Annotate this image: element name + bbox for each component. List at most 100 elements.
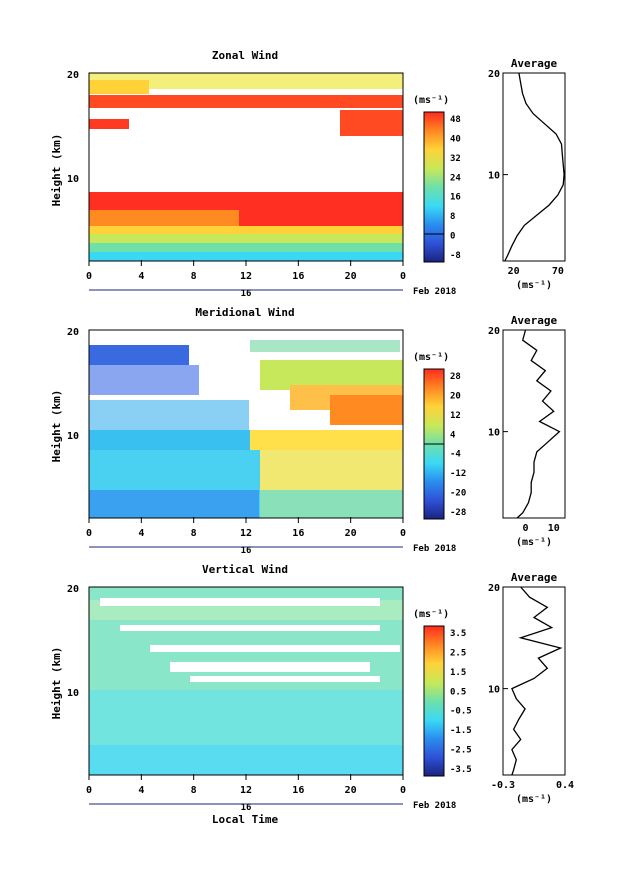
zonal-panel: Zonal Wind Height (km) 20 10 0 4 8 12 16 20 0 …: [50, 49, 566, 299]
xtick-label: 4: [138, 785, 144, 796]
meridional-plot-area: [88, 329, 404, 519]
colorbar-tick-label: 24: [450, 173, 461, 183]
meridional-colorbar: (ms⁻¹) 28 20 12 4 -4 -12 -20 -28: [413, 352, 466, 520]
meridional-panel: Meridional Wind Height (km) 20 10 0 4 8 12 1…: [50, 306, 566, 556]
meridional-title: Meridional Wind: [195, 306, 294, 319]
zonal-colorbar: (ms⁻¹) 48 40 32 24 16 8 0 -8: [413, 95, 461, 263]
colorbar-tick-label: 28: [450, 372, 461, 382]
zonal-ylabel: Height (km): [50, 134, 63, 207]
profile-ytick-label: 20: [488, 69, 500, 80]
zonal-ytick-20: 20: [67, 70, 79, 81]
profile-xtick-label: 20: [508, 266, 520, 277]
colorbar-tick-label: 20: [450, 391, 461, 401]
vertical-ytick-20: 20: [67, 584, 79, 595]
vertical-title: Vertical Wind: [202, 563, 288, 576]
zonal-date-label: Feb 2018: [413, 287, 456, 297]
colorbar-tick-label: 3.5: [450, 629, 466, 639]
colorbar-tick-label: -20: [450, 489, 466, 499]
profile-frame: [502, 329, 566, 519]
colorbar-tick-label: 1.5: [450, 668, 466, 678]
meridional-xticks: 0 4 8 12 16 20 0: [86, 517, 406, 539]
profile-xtick-label: -0.3: [491, 780, 515, 791]
profile-xtick-label: 10: [548, 523, 560, 534]
xtick-label: 0: [86, 528, 92, 539]
colorbar-tick-label: 40: [450, 134, 461, 144]
vertical-date-label: Feb 2018: [413, 801, 456, 811]
vertical-colorbar: (ms⁻¹) 3.5 2.5 1.5 0.5 -0.5 -1.5 -2.5 -3.5: [413, 609, 472, 777]
xtick-label: 0: [400, 271, 406, 282]
xtick-label: 8: [191, 785, 197, 796]
vertical-ytick-10: 10: [67, 688, 79, 699]
colorbar-tick-label: -4: [450, 450, 461, 460]
zonal-xticks: 0 4 8 12 16 20 0: [86, 260, 406, 282]
profile-title: Average: [511, 314, 558, 327]
meridional-date-label: Feb 2018: [413, 544, 456, 554]
zonal-average-profile: Average 10 20 20 70(ms⁻¹): [488, 57, 566, 291]
vertical-average-profile: Average 10 20 -0.3 0.4 (ms⁻¹): [488, 571, 574, 805]
bottom-xlabel: Local Time: [212, 813, 279, 826]
xtick-label: 16: [292, 528, 304, 539]
vertical-panel: Vertical Wind Height (km) 20 10 0 4 8 12 16 2…: [50, 563, 574, 826]
profile-xtick-label: 0.4: [556, 780, 574, 791]
meridional-date-axis: 16 Feb 2018: [89, 544, 456, 556]
meridional-average-profile: Average 10 20 0 10 (ms⁻¹): [488, 314, 566, 548]
profile-xlabel: (ms⁻¹): [516, 537, 552, 548]
xtick-label: 0: [86, 785, 92, 796]
meridional-day-label: 16: [241, 546, 252, 556]
profile-xtick-label: 70: [552, 266, 564, 277]
profile-ytick-label: 10: [488, 685, 500, 696]
colorbar-tick-label: 4: [450, 430, 456, 440]
profile-title: Average: [511, 57, 558, 70]
zonal-unit: (ms⁻¹): [413, 95, 449, 106]
xtick-label: 20: [345, 271, 357, 282]
xtick-label: 12: [240, 785, 252, 796]
meridional-ytick-20: 20: [67, 327, 79, 338]
colorbar-tick-label: 12: [450, 411, 461, 421]
profile-ytick-label: 20: [488, 583, 500, 594]
vertical-ylabel: Height (km): [50, 647, 63, 720]
meridional-ytick-10: 10: [67, 431, 79, 442]
vertical-plot-area: [88, 586, 404, 776]
colorbar-tick-label: -28: [450, 508, 466, 518]
colorbar-tick-label: 48: [450, 115, 461, 125]
xtick-label: 16: [292, 271, 304, 282]
profile-line: [511, 586, 563, 776]
vertical-unit: (ms⁻¹): [413, 609, 449, 620]
vertical-xticks: 0 4 8 12 16 20 0: [86, 774, 406, 796]
colorbar-tick-label: 0: [450, 232, 455, 242]
profile-line: [504, 72, 565, 262]
meridional-ylabel: Height (km): [50, 390, 63, 463]
colorbar-tick-label: 2.5: [450, 648, 466, 658]
xtick-label: 16: [292, 785, 304, 796]
vertical-colorbar-ticks: 3.5 2.5 1.5 0.5 -0.5 -1.5 -2.5 -3.5: [450, 629, 472, 775]
profile-xlabel: (ms⁻¹): [516, 794, 552, 805]
profile-xtick-label: 0: [523, 523, 529, 534]
xtick-label: 12: [240, 271, 252, 282]
xtick-label: 4: [138, 528, 144, 539]
colorbar-tick-label: -1.5: [450, 726, 472, 736]
colorbar-tick-label: 32: [450, 154, 461, 164]
xtick-label: 8: [191, 271, 197, 282]
zonal-date-axis: 16 Feb 2018: [89, 287, 456, 299]
colorbar-tick-label: -3.5: [450, 765, 472, 775]
zonal-plot-area: [88, 72, 404, 262]
xtick-label: 20: [345, 785, 357, 796]
vertical-date-axis: 16 Feb 2018: [89, 801, 456, 813]
profile-line: [516, 329, 561, 519]
colorbar-tick-label: -0.5: [450, 707, 472, 717]
profile-xlabel: (ms⁻¹): [516, 280, 552, 291]
xtick-label: 0: [86, 271, 92, 282]
xtick-label: 12: [240, 528, 252, 539]
profile-frame: [502, 72, 566, 262]
colorbar-tick-label: 0.5: [450, 687, 466, 697]
xtick-label: 4: [138, 271, 144, 282]
xtick-label: 8: [191, 528, 197, 539]
colorbar-tick-label: -8: [450, 251, 461, 261]
meridional-unit: (ms⁻¹): [413, 352, 449, 363]
colorbar-tick-label: -2.5: [450, 746, 472, 756]
profile-ytick-label: 10: [488, 171, 500, 182]
zonal-colorbar-ticks: 48 40 32 24 16 8 0 -8: [450, 115, 461, 261]
vertical-day-label: 16: [241, 803, 252, 813]
colorbar-tick-label: 8: [450, 212, 455, 222]
